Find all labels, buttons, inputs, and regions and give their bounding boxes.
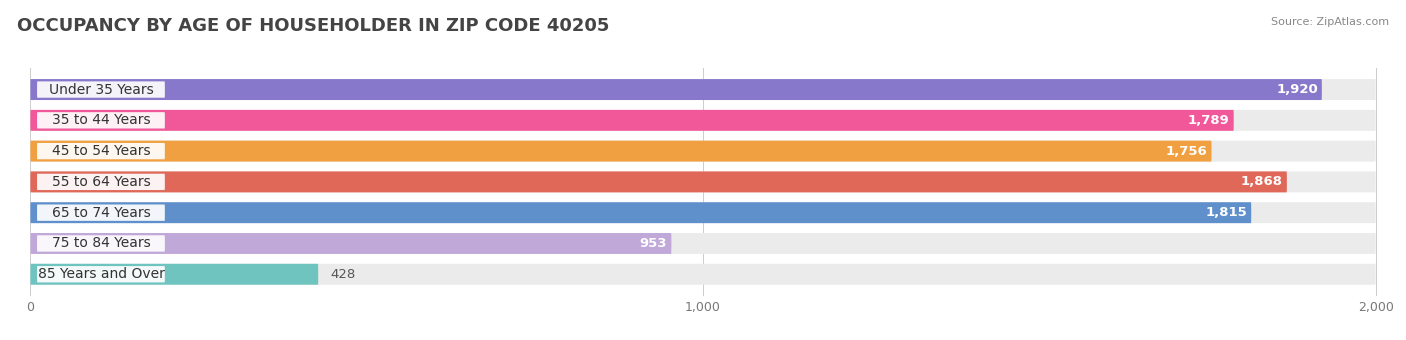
FancyBboxPatch shape bbox=[31, 233, 1375, 254]
FancyBboxPatch shape bbox=[31, 171, 1375, 192]
Text: 65 to 74 Years: 65 to 74 Years bbox=[52, 206, 150, 220]
FancyBboxPatch shape bbox=[31, 110, 1233, 131]
Text: 1,789: 1,789 bbox=[1188, 114, 1230, 127]
Text: 35 to 44 Years: 35 to 44 Years bbox=[52, 113, 150, 128]
Text: 1,920: 1,920 bbox=[1277, 83, 1317, 96]
FancyBboxPatch shape bbox=[37, 81, 165, 98]
FancyBboxPatch shape bbox=[37, 174, 165, 190]
Text: 1,756: 1,756 bbox=[1166, 144, 1208, 158]
FancyBboxPatch shape bbox=[31, 202, 1375, 223]
FancyBboxPatch shape bbox=[31, 110, 1375, 131]
FancyBboxPatch shape bbox=[37, 266, 165, 283]
Text: Under 35 Years: Under 35 Years bbox=[49, 83, 153, 97]
Text: 45 to 54 Years: 45 to 54 Years bbox=[52, 144, 150, 158]
FancyBboxPatch shape bbox=[37, 235, 165, 252]
Text: 55 to 64 Years: 55 to 64 Years bbox=[52, 175, 150, 189]
FancyBboxPatch shape bbox=[37, 112, 165, 129]
FancyBboxPatch shape bbox=[31, 233, 672, 254]
FancyBboxPatch shape bbox=[31, 264, 318, 285]
Text: 75 to 84 Years: 75 to 84 Years bbox=[52, 236, 150, 251]
FancyBboxPatch shape bbox=[31, 141, 1212, 162]
Text: 1,815: 1,815 bbox=[1205, 206, 1247, 219]
Text: 428: 428 bbox=[330, 268, 356, 281]
FancyBboxPatch shape bbox=[31, 79, 1322, 100]
FancyBboxPatch shape bbox=[37, 143, 165, 159]
FancyBboxPatch shape bbox=[31, 79, 1375, 100]
Text: Source: ZipAtlas.com: Source: ZipAtlas.com bbox=[1271, 17, 1389, 27]
FancyBboxPatch shape bbox=[37, 205, 165, 221]
Text: OCCUPANCY BY AGE OF HOUSEHOLDER IN ZIP CODE 40205: OCCUPANCY BY AGE OF HOUSEHOLDER IN ZIP C… bbox=[17, 17, 609, 35]
FancyBboxPatch shape bbox=[31, 264, 1375, 285]
Text: 85 Years and Over: 85 Years and Over bbox=[38, 267, 165, 281]
FancyBboxPatch shape bbox=[31, 202, 1251, 223]
Text: 953: 953 bbox=[640, 237, 668, 250]
FancyBboxPatch shape bbox=[31, 141, 1375, 162]
FancyBboxPatch shape bbox=[31, 171, 1286, 192]
Text: 1,868: 1,868 bbox=[1241, 175, 1282, 188]
